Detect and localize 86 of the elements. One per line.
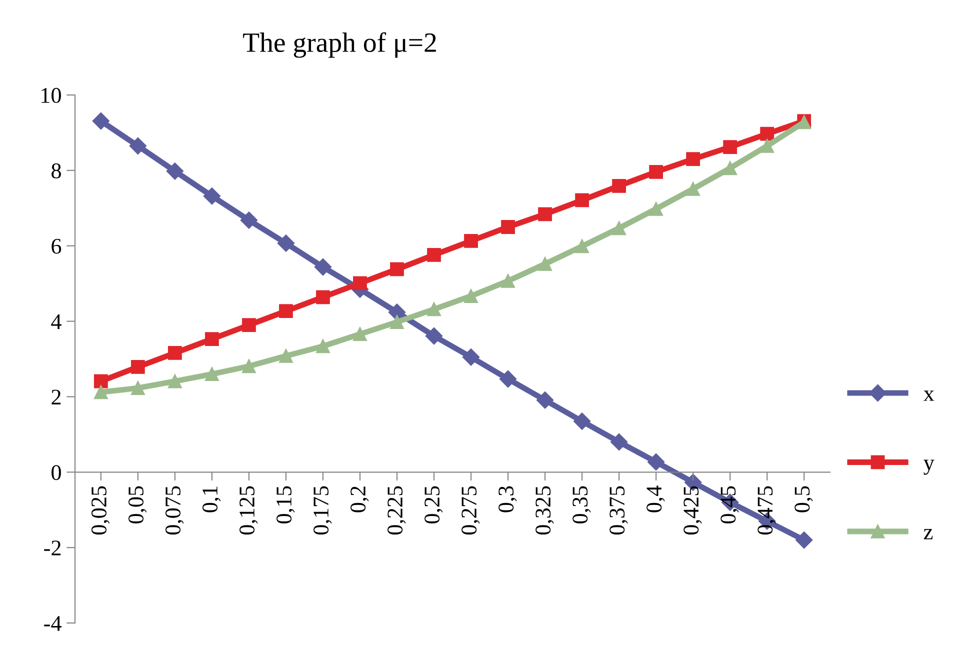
point [649, 202, 663, 216]
x-tick-label: 0,25 [424, 486, 443, 524]
point [648, 453, 665, 471]
point [277, 234, 295, 252]
x-tick-label: 0,425 [684, 486, 702, 534]
point [388, 304, 406, 321]
x-tick-label: 0,35 [572, 486, 591, 524]
point [501, 274, 515, 288]
point [464, 234, 478, 248]
y-tick-label: -2 [44, 540, 61, 556]
point [610, 433, 628, 451]
y-tick-label: 2 [52, 390, 61, 404]
x-tick-label: 0,325 [536, 486, 554, 534]
point [316, 339, 330, 354]
point [94, 385, 108, 400]
point [204, 367, 219, 382]
point [573, 412, 591, 430]
x-tick-label: 0,4 [646, 486, 665, 512]
point [796, 531, 813, 549]
point [353, 276, 367, 290]
legend-label: z [924, 529, 933, 540]
point [760, 138, 774, 153]
point [575, 239, 589, 254]
point [425, 327, 443, 345]
x-tick-label: 0,225 [388, 486, 406, 534]
point [92, 112, 110, 130]
x-tick-label: 0,075 [165, 486, 184, 534]
point [242, 359, 256, 374]
point [203, 188, 220, 205]
point [168, 346, 182, 360]
x-tick-label: 0,45 [720, 486, 739, 524]
point [390, 315, 404, 329]
x-tick-label: 0,275 [462, 486, 480, 534]
y-tick-label: 4 [51, 314, 62, 329]
legend-label: x [924, 390, 934, 401]
point [686, 152, 700, 166]
point [316, 290, 330, 304]
point [723, 161, 738, 176]
x-tick-label: 0,3 [498, 486, 517, 512]
point [538, 257, 552, 271]
y-tick-label: 8 [52, 163, 61, 178]
y-tick-label: -4 [44, 616, 62, 631]
x-tick-label: 0,375 [610, 486, 628, 534]
point [390, 262, 404, 276]
point [242, 318, 256, 332]
point [427, 302, 441, 316]
x-tick-label: 0,5 [794, 486, 813, 512]
point [686, 182, 700, 196]
point [501, 220, 515, 234]
point [760, 126, 774, 141]
legend-label: y [924, 460, 934, 475]
point [279, 304, 293, 318]
point [536, 392, 554, 409]
point [462, 348, 480, 366]
point [314, 258, 332, 276]
point [612, 221, 626, 236]
point [575, 193, 589, 208]
point [649, 164, 663, 179]
x-tick-label: 0,025 [91, 486, 110, 534]
y-tick-label: 10 [42, 88, 61, 103]
point [166, 162, 184, 180]
y-tick-label: 0 [52, 465, 61, 480]
x-tick-label: 0,175 [314, 486, 332, 534]
point [130, 381, 145, 395]
point [204, 332, 219, 346]
point [353, 327, 367, 342]
point [464, 289, 478, 303]
point [168, 374, 182, 388]
point [723, 140, 738, 154]
x-tick-label: 0,125 [240, 486, 258, 534]
point [130, 360, 145, 374]
x-tick-label: 0,15 [276, 486, 295, 524]
point [612, 178, 626, 193]
y-tick-label: 6 [52, 238, 62, 254]
point [129, 137, 146, 154]
x-tick-label: 0,2 [350, 486, 369, 512]
x-tick-label: 0,475 [758, 486, 776, 534]
point [538, 207, 552, 222]
x-tick-label: 0,1 [202, 486, 221, 512]
point [427, 248, 441, 262]
point [499, 370, 517, 388]
chart-title: The graph of μ=2 [243, 32, 436, 58]
point [94, 374, 108, 388]
x-tick-label: 0,05 [128, 486, 147, 524]
point [240, 212, 258, 229]
point [279, 349, 293, 363]
